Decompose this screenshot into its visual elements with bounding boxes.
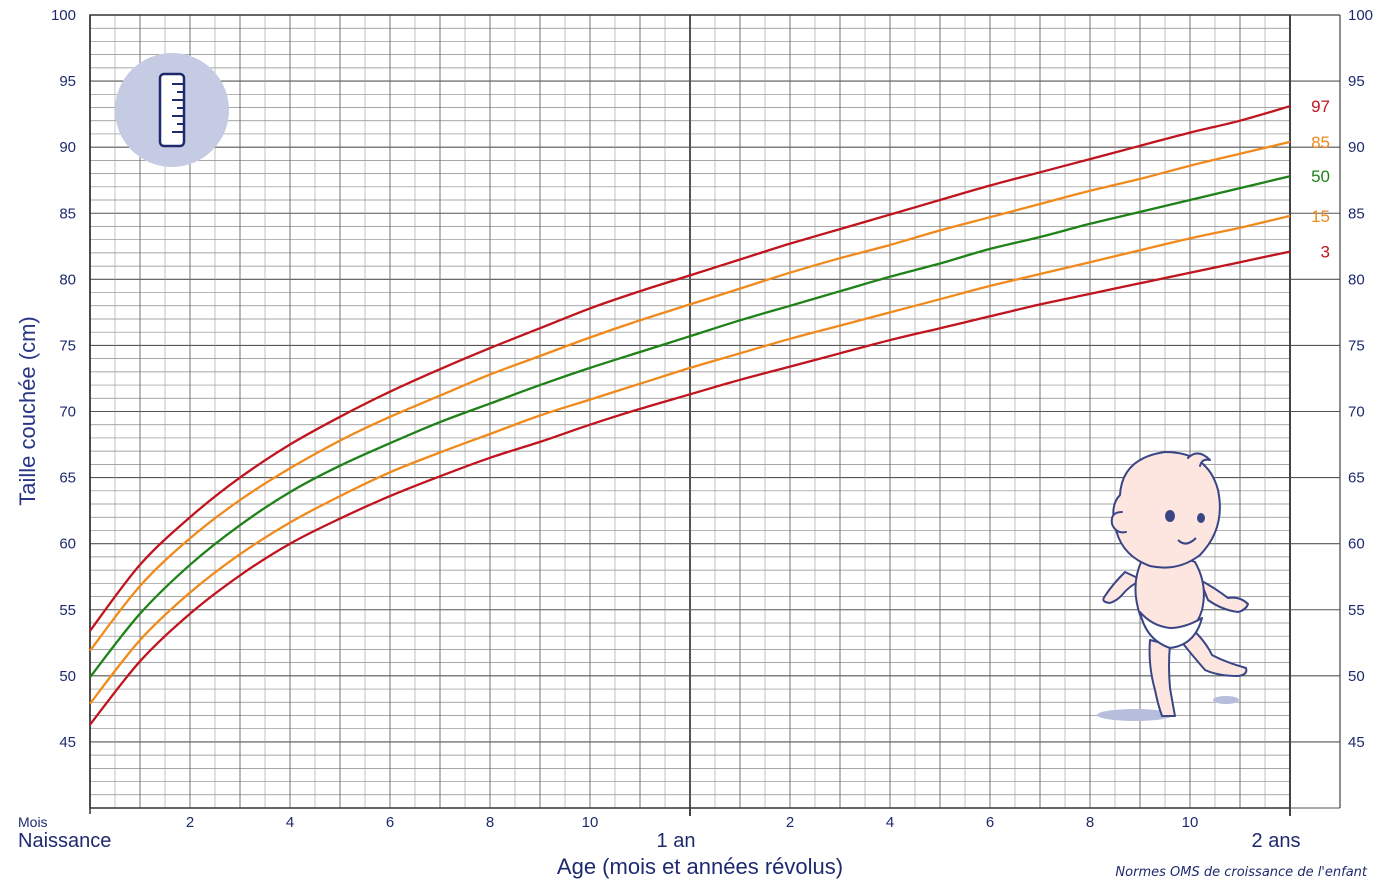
x-tick-label: 2 [186, 814, 194, 831]
year-1-label: 1 an [657, 830, 696, 852]
y-tick-label-right: 50 [1348, 668, 1365, 685]
x-tick-label: 6 [386, 814, 394, 831]
y-tick-label-right: 100 [1348, 7, 1373, 24]
x-tick-label: 4 [886, 814, 894, 831]
x-axis-title: Age (mois et années révolus) [557, 854, 843, 879]
y-tick-label-right: 70 [1348, 404, 1365, 421]
y-axis-title: Taille couchée (cm) [15, 316, 40, 506]
x-tick-label: 6 [986, 814, 994, 831]
y-tick-label: 55 [59, 602, 76, 619]
y-axis-right: 45 50 55 60 65 70 75 80 85 90 95 100 [1348, 7, 1373, 751]
grid [90, 14, 1340, 809]
curve-p97 [89, 105, 1291, 632]
y-tick-label: 70 [59, 404, 76, 421]
y-tick-label: 50 [59, 668, 76, 685]
curve-p50 [89, 175, 1291, 678]
ruler-icon [115, 53, 229, 167]
y-tick-label: 90 [59, 139, 76, 156]
y-tick-label: 95 [59, 73, 76, 90]
curve-p85 [89, 140, 1291, 652]
y-tick-label: 45 [59, 734, 76, 751]
percentile-labels: 97 85 50 15 3 [1311, 97, 1330, 261]
y-tick-label-right: 60 [1348, 536, 1365, 553]
y-tick-label: 65 [59, 470, 76, 487]
source-note: Normes OMS de croissance de l'enfant [1115, 865, 1367, 880]
baby-illustration [1097, 451, 1249, 721]
y-tick-label-right: 55 [1348, 602, 1365, 619]
y-tick-label: 75 [59, 337, 76, 354]
y-tick-label-right: 65 [1348, 470, 1365, 487]
x-unit-label: Mois [18, 814, 48, 830]
y-tick-label-right: 45 [1348, 734, 1365, 751]
x-tick-label: 10 [582, 814, 599, 831]
label-p85: 85 [1311, 133, 1330, 152]
y-tick-label: 85 [59, 205, 76, 222]
percentile-curves [89, 105, 1291, 726]
y-tick-label-right: 75 [1348, 337, 1365, 354]
y-tick-label: 80 [59, 271, 76, 288]
y-axis-left: 45 50 55 60 65 70 75 80 85 90 95 100 [51, 7, 76, 751]
y-tick-label: 100 [51, 7, 76, 24]
label-p3: 3 [1321, 243, 1330, 262]
label-p15: 15 [1311, 207, 1330, 226]
x-tick-label: 10 [1182, 814, 1199, 831]
year-2-label: 2 ans [1252, 830, 1301, 852]
x-axis: 2 4 6 8 10 2 4 6 8 10 [186, 808, 1291, 831]
label-p50: 50 [1311, 167, 1330, 186]
x-start-label: Naissance [18, 830, 111, 852]
y-tick-label-right: 95 [1348, 73, 1365, 90]
y-tick-label-right: 85 [1348, 205, 1365, 222]
x-tick-label: 2 [786, 814, 794, 831]
x-tick-label: 8 [1086, 814, 1094, 831]
x-tick-label: 8 [486, 814, 494, 831]
y-tick-label-right: 80 [1348, 271, 1365, 288]
curve-p15 [89, 214, 1291, 705]
x-tick-label: 4 [286, 814, 294, 831]
y-tick-label: 60 [59, 536, 76, 553]
y-tick-label-right: 90 [1348, 139, 1365, 156]
curve-p3 [89, 250, 1291, 726]
label-p97: 97 [1311, 97, 1330, 116]
